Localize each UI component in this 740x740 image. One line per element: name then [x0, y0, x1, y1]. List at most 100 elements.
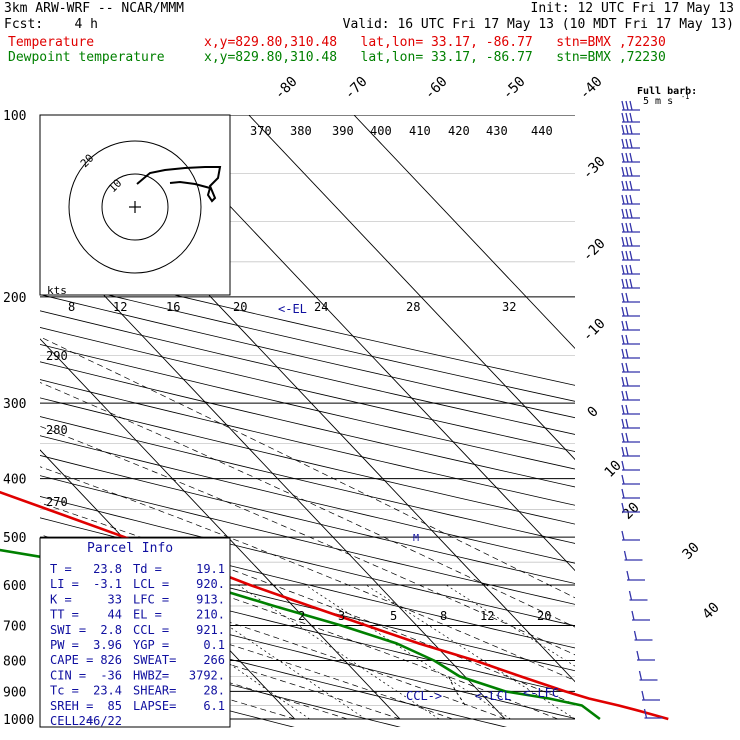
parcel-key: K = — [50, 592, 72, 606]
isotherm-label--70: -70 — [342, 74, 371, 103]
legend-dewpoint: Dewpoint temperature — [8, 50, 165, 65]
series-line-dewpoint — [0, 548, 601, 721]
barb-feather — [626, 570, 630, 581]
barb-feather — [621, 334, 625, 345]
dry-adiabat — [40, 262, 575, 386]
pressure-label-900: 900 — [3, 685, 26, 700]
pressure-label-800: 800 — [3, 654, 26, 669]
isotherm-label-0: 0 — [585, 404, 602, 421]
barb-feather — [625, 208, 629, 219]
barb-feather — [621, 306, 625, 317]
barb-feather — [621, 222, 625, 233]
barb-feather — [621, 100, 625, 111]
dry-adiabat — [40, 278, 575, 402]
barb-feather — [641, 690, 645, 701]
isotherm-label--80: -80 — [272, 74, 301, 103]
parcel-val: 44 — [108, 608, 122, 622]
isotherm — [40, 338, 401, 720]
valid-time: Valid: 16 UTC Fri 17 May 13 (10 MDT Fri … — [342, 17, 734, 32]
mixing-ratio-lines — [115, 584, 575, 720]
theta-top-label-440: 440 — [531, 124, 553, 138]
dry-adiabat — [40, 361, 575, 488]
barb-feather — [625, 362, 629, 373]
dry-adiabat — [40, 517, 575, 649]
barb-feather — [625, 236, 629, 247]
isotherm-label-20: 20 — [620, 500, 643, 523]
barb-feather — [621, 390, 625, 401]
parcel-val: 3792. — [189, 668, 225, 682]
parcel-val: 28. — [203, 684, 225, 698]
barb-feather — [621, 236, 625, 247]
moist-adiabat — [40, 382, 575, 628]
isotherm-label--30: -30 — [580, 154, 609, 183]
theta-top-label-370: 370 — [250, 124, 272, 138]
parcel-key: PW = — [50, 638, 79, 652]
dry-adiabat — [40, 475, 575, 605]
parcel-key: LI = — [50, 577, 79, 591]
isotherm-label-10: 10 — [602, 458, 625, 481]
parcel-val: 921. — [196, 623, 225, 637]
pressure-label-1000: 1000 — [3, 713, 34, 728]
barb-feather — [629, 100, 633, 111]
parcel-val: 85 — [108, 699, 122, 713]
barb-feather — [621, 348, 625, 359]
mixing-ratio-line-20 — [445, 584, 575, 667]
dry-adiabat — [40, 496, 575, 627]
parcel-val: 0.1 — [203, 638, 225, 652]
barb-feather — [621, 502, 625, 513]
hodo-units: kts — [47, 284, 67, 297]
barb-feather — [621, 376, 625, 387]
barb-feather — [625, 432, 629, 443]
dry-adiabat — [40, 294, 575, 419]
barb-feather — [621, 530, 625, 541]
barb-legend-sup: -1 — [681, 93, 689, 101]
parcel-key: CELL = — [50, 714, 93, 728]
parcel-val: 3.96 — [93, 638, 122, 652]
barb-feather — [625, 250, 629, 261]
dry-adiabat — [40, 585, 575, 719]
parcel-key: EL = — [133, 608, 162, 622]
parcel-val: 920. — [196, 577, 225, 591]
barb-feather — [621, 292, 625, 303]
parcel-val: 210. — [196, 608, 225, 622]
pressure-label-700: 700 — [3, 619, 26, 634]
isotherm — [353, 115, 575, 350]
wind-barbs — [621, 100, 663, 719]
barb-feather — [633, 630, 638, 641]
barb-feather — [625, 180, 629, 191]
isotherm — [40, 227, 506, 720]
mixing-ratio-label-20: 20 — [537, 609, 551, 623]
dry-adiabat — [40, 310, 575, 435]
moist-adiabat — [40, 466, 575, 682]
barb-feather — [621, 320, 625, 331]
theta-top-label-390: 390 — [332, 124, 354, 138]
pressure-label-400: 400 — [3, 473, 26, 488]
dry-adiabat — [40, 327, 575, 452]
barb-feather — [629, 112, 633, 123]
barb-feather — [625, 334, 629, 345]
barb-feather — [629, 222, 633, 233]
dry-adiabat — [40, 634, 401, 727]
marker-lcl: <-LCL — [475, 689, 511, 703]
pressure-label-500: 500 — [3, 531, 26, 546]
parcel-key: CCL = — [133, 623, 169, 637]
isotherm-label--20: -20 — [580, 236, 609, 265]
parcel-key: LAPSE= — [133, 699, 176, 713]
isotherm-label-40: 40 — [700, 600, 723, 623]
barb-feather — [625, 166, 629, 177]
barb-feather — [625, 418, 629, 429]
pressure-label-100: 100 — [3, 109, 26, 124]
theta-left-label-290: 290 — [46, 349, 68, 363]
parcel-val: 246/22 — [79, 714, 122, 728]
marker-el: <-EL — [278, 302, 307, 316]
theta-top-label-420: 420 — [448, 124, 470, 138]
moist-adiabat — [40, 502, 575, 705]
hodo-speed-label-28: 28 — [406, 300, 420, 314]
barb-legend-units: 5 m s — [643, 96, 673, 107]
barb-feather — [621, 250, 625, 261]
hodo-speed-label-20: 20 — [233, 300, 247, 314]
parcel-key: HWBZ= — [133, 668, 169, 682]
barb-feather — [621, 264, 625, 275]
legend-dewpoint-location: x,y=829.80,310.48 lat,lon= 33.17, -86.77… — [204, 50, 666, 65]
parcel-key: Tc = — [50, 684, 79, 698]
